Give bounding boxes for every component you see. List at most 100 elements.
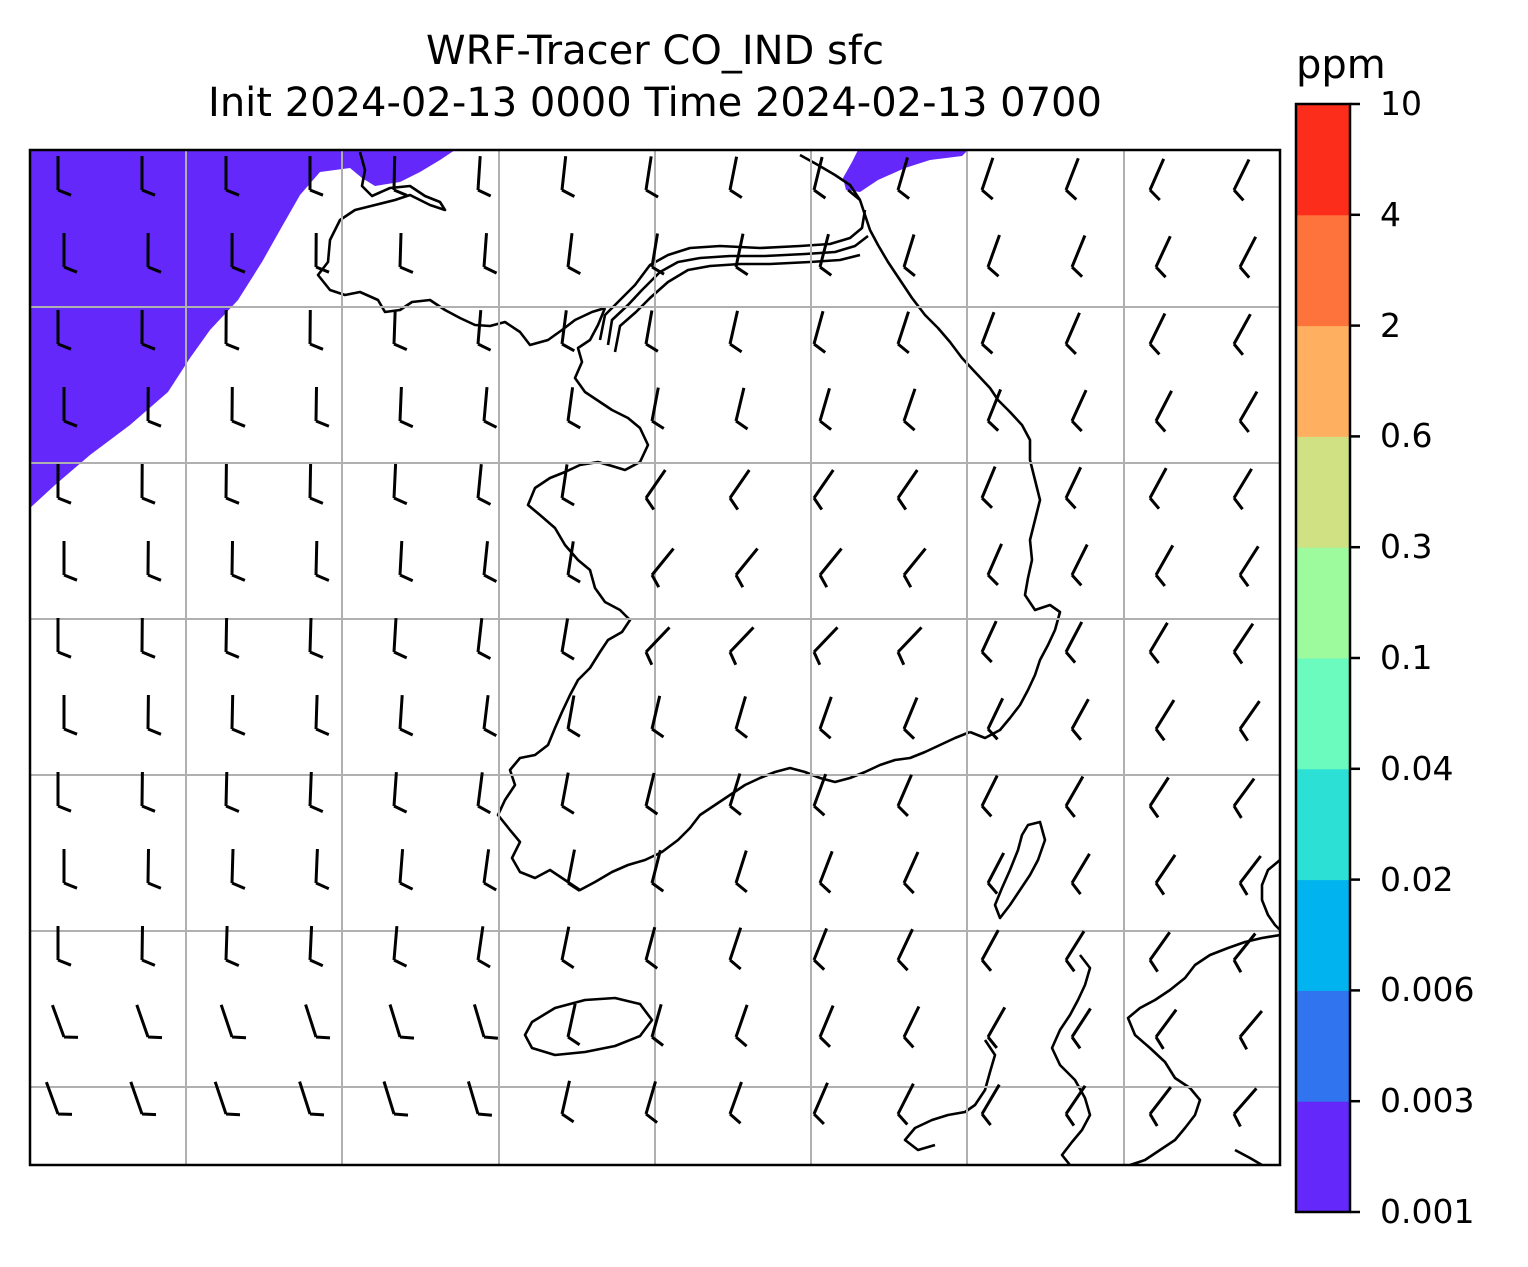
wind-barb-26: [986, 234, 1001, 278]
colorbar-tick-label-7: 0.6: [1380, 416, 1433, 456]
wind-barb-140: [482, 849, 497, 892]
wind-barb-95: [476, 618, 492, 660]
wind-barb-171: [566, 1003, 581, 1047]
wind-barb-31: [140, 309, 156, 351]
wind-barb-84: [818, 547, 843, 588]
wind-barb-4: [392, 155, 408, 197]
colorbar-segment-7: [1296, 325, 1350, 437]
wind-barb-173: [734, 1004, 749, 1048]
wind-barb-102: [1064, 621, 1084, 664]
wind-barb-194: [1232, 1087, 1258, 1128]
wind-barb-0: [56, 156, 72, 197]
wind-barb-106: [146, 694, 162, 736]
map-subtitle: Init 2024-02-13 0000 Time 2024-02-13 070…: [208, 80, 1102, 126]
wind-barb-156: [560, 926, 575, 969]
wind-barb-145: [902, 851, 920, 895]
wind-barb-163: [1148, 931, 1171, 973]
colorbar-tick-label-4: 0.04: [1380, 748, 1454, 788]
wind-barb-186: [560, 1080, 575, 1124]
wind-barb-50: [482, 386, 498, 429]
wind-barb-155: [476, 926, 491, 969]
wind-barb-6: [560, 156, 576, 198]
wind-barb-73: [1148, 467, 1168, 510]
wind-barb-153: [308, 925, 324, 968]
wind-barb-65: [476, 464, 492, 506]
wind-barb-55: [902, 388, 917, 432]
colorbar-tick-label-9: 4: [1380, 194, 1401, 234]
wind-barb-44: [1232, 313, 1252, 356]
wind-barb-191: [980, 1083, 1001, 1127]
wind-barb-5: [476, 156, 492, 198]
wind-barb-60: [56, 464, 72, 505]
wind-barb-189: [812, 1082, 829, 1125]
colorbar-segment-5: [1296, 547, 1350, 659]
border-line-inner: [613, 253, 861, 353]
wind-barb-46: [146, 386, 162, 428]
coastline-peninsula-west: [496, 307, 971, 892]
wind-barb-190: [896, 1083, 915, 1126]
wind-barb-168: [304, 1004, 331, 1040]
wind-barb-22: [650, 233, 665, 276]
wind-barb-64: [392, 463, 408, 506]
wind-barb-121: [140, 771, 156, 813]
map-frame: [28, 148, 1282, 1167]
wind-barb-27: [1070, 234, 1087, 278]
wind-barb-58: [1154, 390, 1173, 433]
colorbar-tick-label-6: 0.3: [1380, 527, 1433, 567]
wind-barb-39: [812, 310, 827, 354]
wind-barb-110: [482, 695, 498, 738]
wind-barb-47: [230, 386, 246, 428]
wind-barb-123: [308, 771, 324, 813]
wind-barb-120: [56, 772, 72, 813]
wind-barb-85: [902, 547, 927, 588]
wind-barb-35: [476, 309, 492, 352]
wind-barb-170: [472, 1003, 499, 1040]
wind-barb-192: [1064, 1084, 1087, 1127]
wind-barb-56: [986, 388, 1002, 432]
wind-barb-43: [1148, 312, 1167, 356]
wind-barb-129: [812, 773, 828, 817]
island-ulleung: [993, 820, 1047, 920]
wind-barb-179: [1238, 1010, 1264, 1051]
colorbar-tick-label-1: 0.003: [1380, 1081, 1475, 1121]
wind-barb-97: [644, 626, 671, 666]
wind-barb-107: [230, 694, 246, 736]
wind-barb-138: [314, 848, 330, 891]
wind-barb-45: [62, 387, 78, 428]
wind-barb-38: [728, 310, 743, 354]
wind-barb-147: [1070, 853, 1091, 896]
wind-barb-71: [980, 466, 997, 509]
wind-barb-124: [392, 771, 408, 814]
wind-barb-52: [650, 387, 665, 430]
wind-barb-16: [146, 232, 162, 274]
wind-barb-144: [818, 850, 834, 894]
wind-barb-127: [644, 772, 659, 816]
wind-barb-109: [398, 695, 414, 737]
wind-barb-86: [986, 543, 1003, 586]
wind-barb-2: [224, 156, 240, 197]
wind-barb-157: [644, 926, 659, 970]
wind-barb-83: [734, 547, 759, 588]
map-area: [30, 150, 1280, 1165]
colorbar-segment-3: [1296, 768, 1350, 881]
wind-barb-99: [812, 626, 839, 666]
wind-barb-91: [140, 617, 156, 659]
colorbar-segment-2: [1296, 879, 1350, 991]
wind-barb-94: [392, 618, 408, 660]
wind-barb-90: [56, 618, 72, 659]
wind-barb-12: [1064, 157, 1080, 201]
wind-barb-49: [398, 386, 414, 429]
coastline-north: [316, 151, 606, 347]
colorbar: [1294, 102, 1360, 1214]
colorbar-segment-4: [1296, 658, 1350, 770]
wind-barb-67: [644, 469, 667, 511]
wind-barb-28: [1154, 235, 1172, 279]
wind-barb-104: [1232, 622, 1255, 665]
wind-barb-10: [896, 156, 911, 200]
wind-barb-34: [392, 309, 408, 351]
wind-barb-146: [986, 852, 1006, 895]
wind-barb-81: [566, 541, 581, 584]
wind-barb-139: [398, 848, 414, 891]
wind-barb-9: [812, 156, 827, 200]
